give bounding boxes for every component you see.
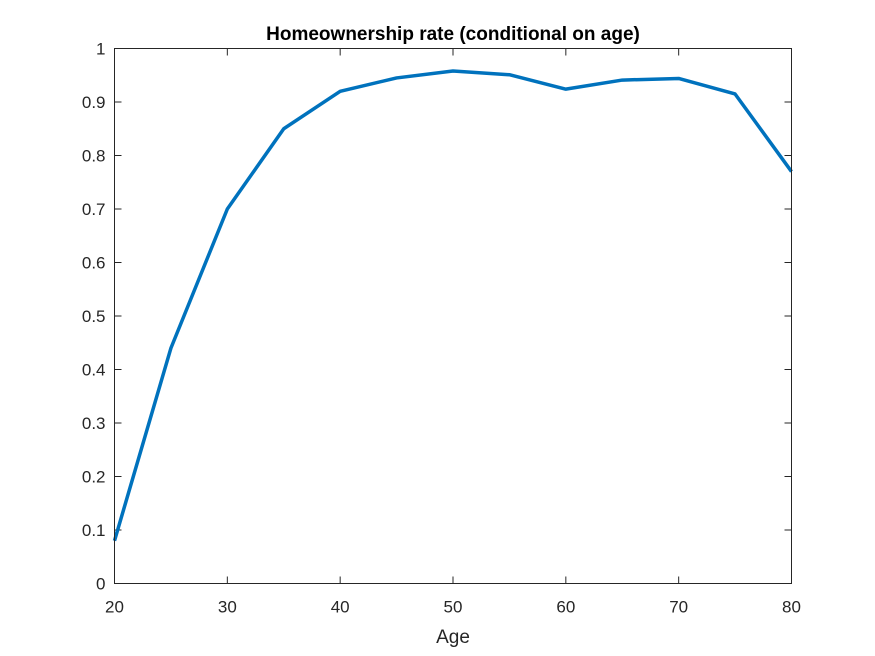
x-axis-ticks: 20 30 40 50 60 70 80 xyxy=(105,48,801,617)
y-axis-ticks: 0 0.1 0.2 0.3 0.4 0.5 0.6 0.7 0.8 0.9 1 xyxy=(82,40,792,594)
x-tick-label: 40 xyxy=(331,598,350,617)
y-tick-label: 0.5 xyxy=(82,307,106,326)
y-tick-label: 0.7 xyxy=(82,200,106,219)
y-tick-label: 1 xyxy=(96,40,105,59)
series-line xyxy=(112,69,793,542)
y-tick-label: 0.6 xyxy=(82,254,106,273)
x-axis-label: Age xyxy=(436,627,470,648)
y-tick-label: 0.9 xyxy=(82,93,106,112)
chart-title: Homeownership rate (conditional on age) xyxy=(266,24,640,45)
x-tick-label: 70 xyxy=(669,598,688,617)
x-tick-label: 80 xyxy=(782,598,801,617)
series-group xyxy=(112,69,793,542)
y-tick-label: 0.4 xyxy=(82,361,106,380)
x-tick-label: 30 xyxy=(218,598,237,617)
x-tick-label: 60 xyxy=(556,598,575,617)
x-tick-label: 50 xyxy=(444,598,463,617)
y-tick-label: 0.8 xyxy=(82,147,106,166)
y-tick-label: 0.2 xyxy=(82,468,106,487)
plot-area-box xyxy=(114,48,792,584)
y-tick-label: 0.3 xyxy=(82,414,106,433)
x-tick-label: 20 xyxy=(105,598,124,617)
y-tick-label: 0 xyxy=(96,575,105,594)
y-tick-label: 0.1 xyxy=(82,521,106,540)
